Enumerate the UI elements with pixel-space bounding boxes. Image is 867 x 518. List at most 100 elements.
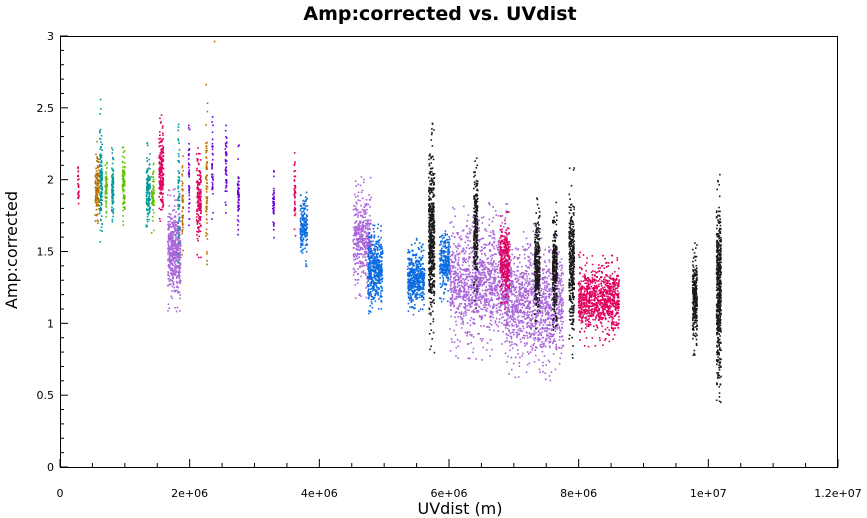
- data-point: [169, 253, 172, 256]
- data-point: [168, 250, 170, 252]
- data-point: [482, 247, 485, 250]
- data-point: [123, 175, 125, 177]
- data-point: [167, 278, 170, 280]
- data-point: [431, 260, 434, 262]
- data-point: [146, 179, 149, 182]
- data-point: [168, 307, 171, 309]
- data-point: [487, 288, 489, 291]
- data-point: [379, 246, 382, 249]
- data-point: [374, 300, 377, 303]
- data-point: [433, 273, 435, 276]
- data-point: [172, 259, 175, 262]
- data-point: [177, 261, 179, 264]
- data-point: [174, 307, 177, 309]
- data-point: [431, 231, 433, 234]
- data-point: [428, 229, 431, 231]
- data-point: [101, 187, 103, 189]
- data-point: [98, 175, 100, 178]
- data-point: [408, 281, 410, 284]
- data-point: [375, 275, 377, 278]
- data-point: [369, 252, 371, 255]
- data-point: [224, 190, 227, 192]
- data-point: [199, 192, 202, 195]
- data-point: [360, 176, 363, 178]
- data-point: [101, 223, 104, 225]
- data-point: [458, 284, 461, 287]
- data-point: [360, 191, 363, 194]
- data-point: [77, 193, 79, 196]
- data-point: [449, 287, 452, 290]
- data-point: [99, 229, 102, 232]
- data-point: [373, 235, 375, 238]
- data-point: [106, 197, 108, 199]
- data-point: [211, 146, 214, 148]
- data-point: [429, 301, 432, 304]
- data-point: [177, 265, 180, 267]
- data-point: [407, 272, 409, 274]
- data-point: [459, 271, 461, 273]
- data-point: [429, 209, 432, 212]
- data-point: [211, 181, 214, 184]
- data-point: [179, 252, 182, 254]
- data-point: [442, 279, 445, 281]
- data-point: [371, 255, 374, 258]
- data-point: [415, 298, 417, 300]
- data-point: [365, 199, 368, 201]
- data-point: [174, 271, 177, 274]
- data-point: [77, 183, 79, 185]
- data-point: [153, 204, 155, 206]
- data-point: [353, 259, 355, 261]
- data-point: [358, 233, 361, 236]
- data-point: [464, 292, 467, 295]
- data-point: [363, 264, 365, 267]
- data-point: [450, 275, 452, 277]
- data-point: [167, 259, 169, 262]
- data-point: [420, 269, 422, 272]
- data-point: [305, 191, 308, 194]
- data-point: [355, 255, 358, 258]
- data-point: [432, 223, 435, 225]
- data-point: [95, 180, 97, 182]
- data-point: [369, 259, 371, 262]
- data-point: [199, 198, 202, 200]
- data-point: [430, 260, 433, 263]
- data-point: [356, 209, 359, 211]
- data-point: [359, 225, 361, 227]
- data-point: [364, 253, 366, 256]
- data-point: [300, 208, 302, 210]
- data-point: [305, 198, 307, 201]
- data-point: [408, 283, 410, 285]
- data-point: [273, 236, 275, 239]
- data-point: [355, 254, 357, 257]
- data-point: [212, 187, 214, 189]
- data-point: [224, 159, 227, 161]
- data-point: [365, 296, 368, 299]
- data-point: [111, 149, 114, 151]
- data-point: [453, 243, 455, 245]
- data-point: [366, 227, 369, 229]
- data-point: [160, 162, 163, 164]
- data-point: [123, 200, 125, 203]
- data-point: [161, 196, 164, 198]
- data-point: [469, 271, 471, 274]
- data-point: [175, 247, 177, 249]
- data-point: [174, 263, 177, 266]
- data-point: [305, 239, 307, 242]
- data-point: [410, 300, 413, 302]
- data-point: [123, 171, 125, 173]
- data-point: [495, 263, 497, 265]
- data-point: [367, 289, 370, 292]
- data-point: [471, 295, 474, 298]
- data-point: [205, 149, 207, 152]
- data-point: [226, 142, 228, 144]
- data-point: [206, 233, 209, 236]
- data-point: [105, 216, 107, 218]
- data-point: [146, 218, 148, 221]
- data-point: [417, 260, 420, 262]
- data-point: [479, 266, 481, 268]
- data-point: [375, 256, 378, 259]
- data-point: [432, 215, 435, 218]
- data-point: [423, 269, 426, 272]
- data-point: [172, 258, 175, 261]
- data-point: [111, 197, 113, 200]
